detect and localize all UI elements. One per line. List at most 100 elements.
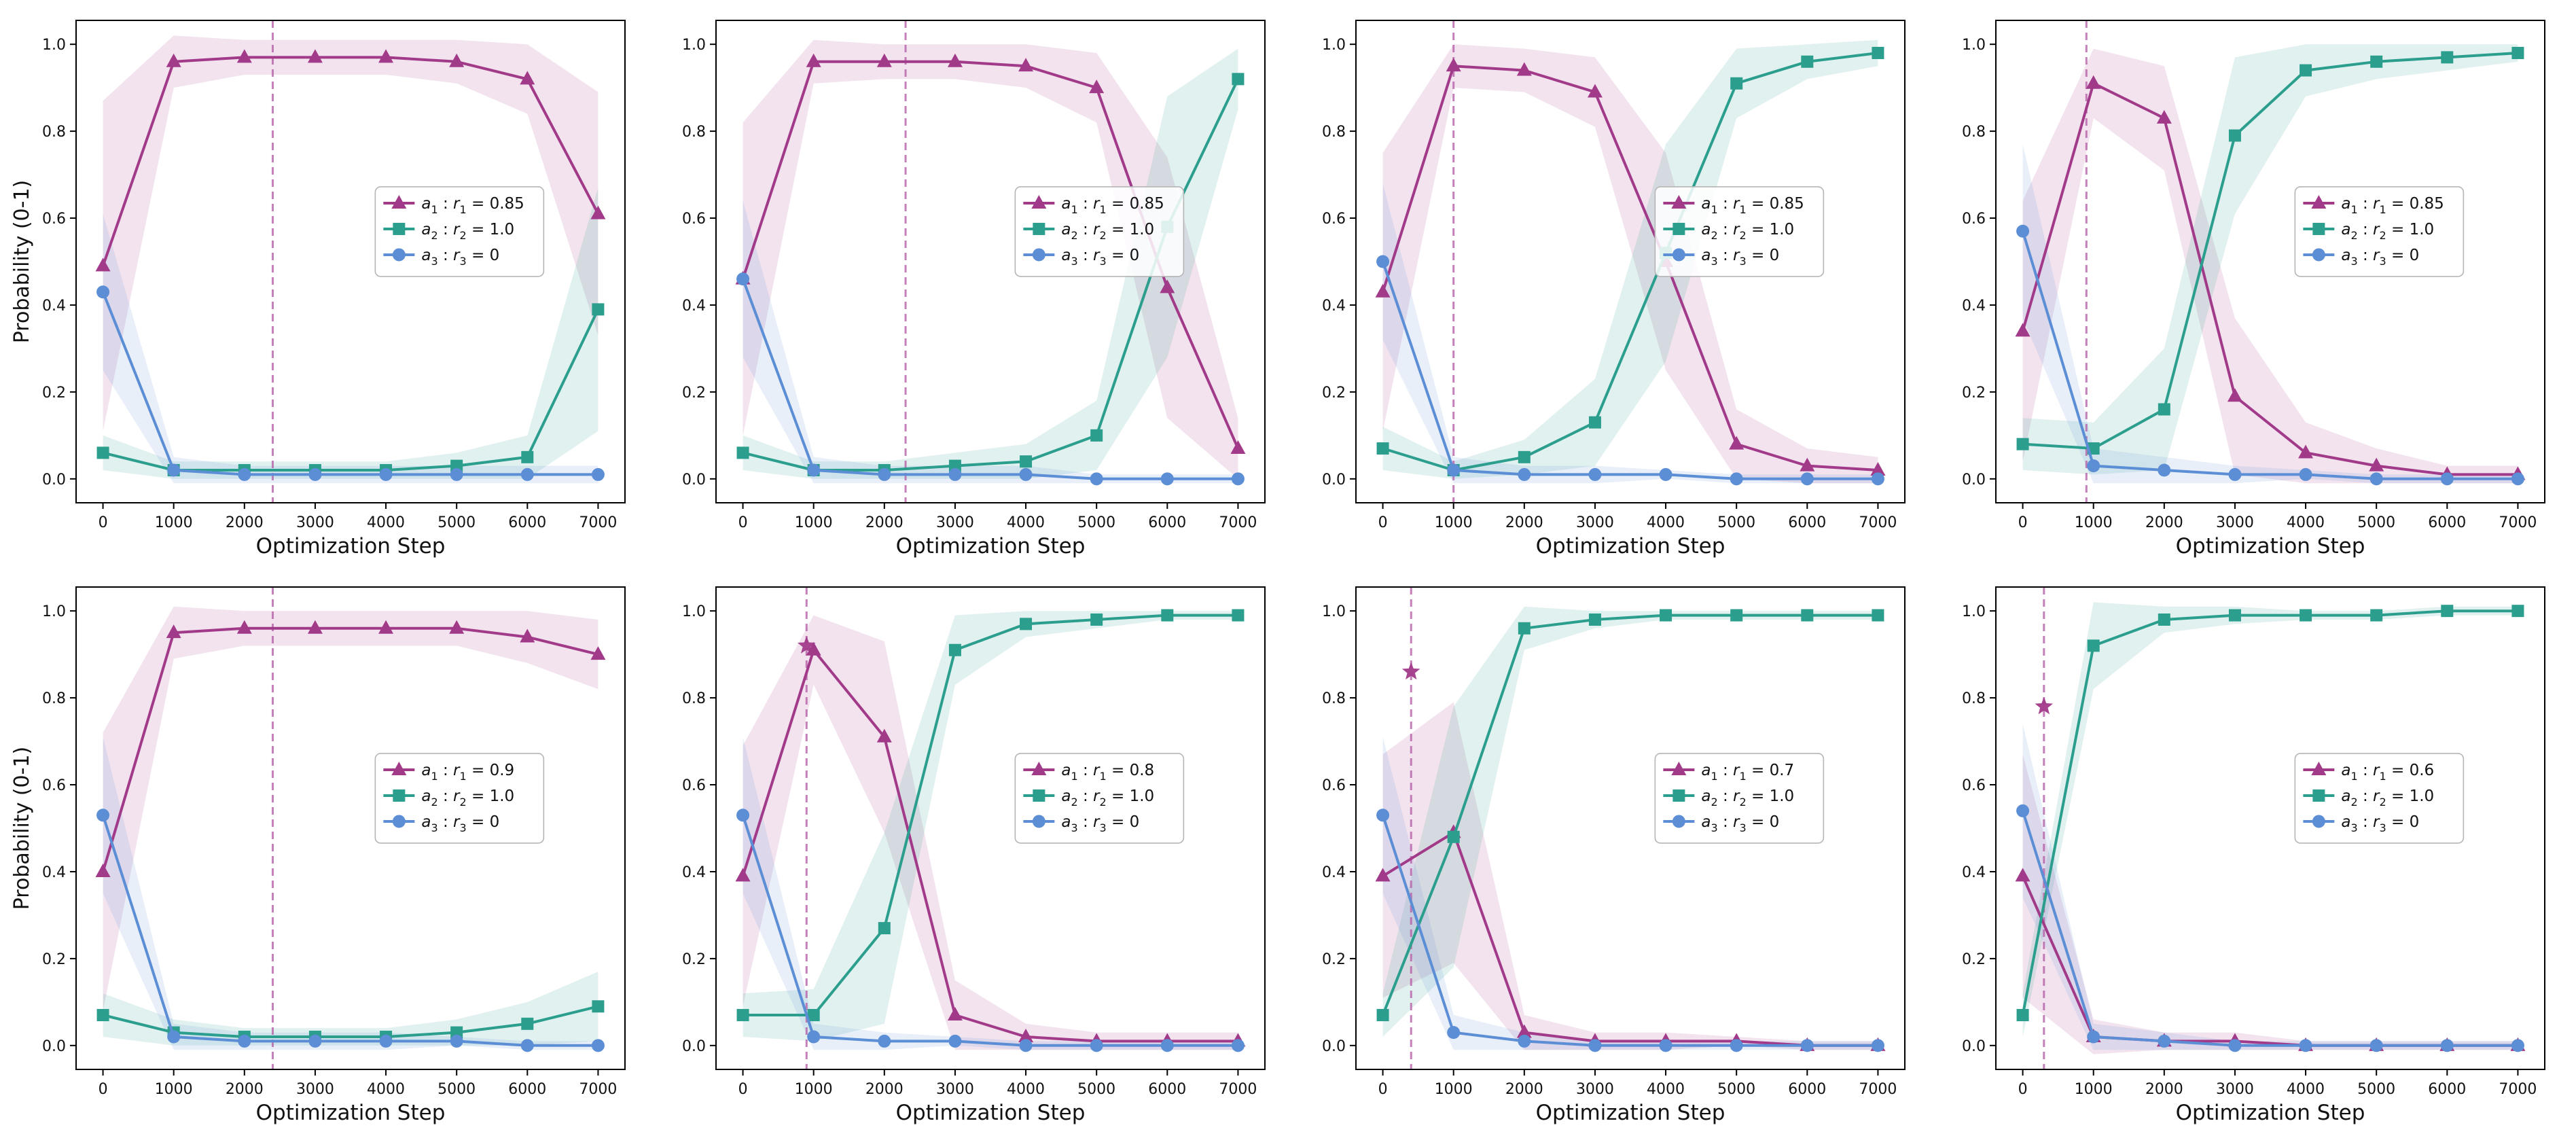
legend-label: a1 : r1 = 0.85 [1701,195,1804,216]
x-axis-label: Optimization Step [256,1101,446,1125]
x-tick-label: 5000 [437,514,476,531]
legend-box [374,186,545,277]
series-a3 [96,285,605,481]
square-marker [2087,639,2100,652]
square-marker [1447,830,1460,843]
circle-marker [308,467,322,481]
series-line-a3 [101,815,598,1047]
circle-marker [1871,1039,1884,1052]
band-a2 [103,972,598,1046]
series-a2 [736,609,1245,1022]
square-marker [736,446,749,459]
legend-label: a1 : r1 = 0.6 [2341,762,2434,783]
legend: a1 : r1 = 0.85 a2 : r2 = 1.0 a3 : r3 = 0 [2294,186,2465,277]
circle-marker [1588,467,1602,481]
circle-marker [1672,815,1685,828]
legend-label: a3 : r3 = 0 [2341,813,2419,834]
y-tick-label: 0.4 [1962,298,1986,315]
y-tick-label: 0.6 [1322,211,1346,228]
square-marker [521,1017,534,1030]
y-tick-label: 0.6 [1322,777,1346,794]
legend-label: a3 : r3 = 0 [421,813,499,834]
circle-marker [736,272,750,286]
square-marker [2312,222,2325,235]
series-a3 [2016,804,2524,1052]
y-tick-label: 0.2 [1962,951,1986,968]
confidence-bands [103,35,598,484]
square-marker [1232,73,1245,86]
x-tick-label: 3000 [2216,514,2254,531]
triangle-marker [806,641,821,656]
legend-label: a1 : r1 = 0.9 [421,762,514,783]
square-marker [1801,55,1814,68]
y-tick-label: 0.0 [1322,472,1346,489]
y-tick-label: 0.4 [1962,864,1986,881]
x-tick-label: 4000 [1647,514,1685,531]
circle-marker [1231,1039,1245,1052]
square-marker [1376,442,1389,455]
band-a1 [2022,754,2518,1054]
x-tick-label: 5000 [1717,1081,1755,1098]
triangle-marker [1031,761,1047,775]
circle-marker [1672,248,1685,262]
y-tick-label: 0.2 [1962,385,1986,402]
series-a3 [1376,255,1884,486]
x-tick-label: 7000 [579,514,617,531]
x-tick-label: 6000 [1788,514,1826,531]
circle-marker [167,1030,181,1044]
square-marker [948,643,961,656]
subplot-7: 0 1000 2000 3000 4000 5000 6000 7000 Optimizatio… [1288,576,1920,1126]
triangle-marker [166,53,181,67]
legend-entry-a1: a1 : r1 = 0.85 [1023,194,1164,216]
x-tick-label: 5000 [2357,514,2395,531]
circle-marker [1730,472,1743,486]
legend-box [1654,186,1825,277]
square-marker [2511,46,2524,59]
series-a3 [96,809,605,1052]
triangle-marker [520,71,535,85]
series-a3 [1376,809,1884,1052]
circle-marker [96,809,110,822]
legend-entry-a1: a1 : r1 = 0.85 [1663,194,1804,216]
square-marker [393,789,406,802]
y-axis: 0.0 0.2 0.4 0.6 0.8 1.0 Probability (0-1) [10,37,76,489]
y-tick-label: 0.2 [682,951,706,968]
circle-marker [2299,1039,2312,1052]
y-axis: 0.0 0.2 0.4 0.6 0.8 1.0 [682,37,716,489]
y-tick-label: 0.4 [1322,298,1346,315]
series-line-a1 [1381,65,1878,472]
y-tick-label: 1.0 [1322,603,1346,620]
subplot-2: 0 1000 2000 3000 4000 5000 6000 7000 Optimizatio… [648,10,1280,560]
legend-entry-a2: a2 : r2 = 1.0 [1023,787,1154,809]
legend-entry-a2: a2 : r2 = 1.0 [1663,221,1794,242]
x-tick-label: 0 [738,1081,748,1098]
confidence-bands [103,606,598,1050]
triangle-marker [947,53,963,67]
y-tick-label: 0.0 [682,472,706,489]
series-a3 [736,272,1245,486]
x-tick-label: 7000 [1859,514,1897,531]
square-marker [2441,51,2454,64]
x-axis: 0 1000 2000 3000 4000 5000 6000 7000 Optimizatio… [99,503,617,558]
triangle-marker [95,258,111,272]
y-tick-label: 1.0 [42,603,66,620]
triangle-marker [1160,279,1175,294]
circle-marker [1659,1039,1672,1052]
legend-entry-a1: a1 : r1 = 0.85 [2303,194,2444,216]
subplot-canvas-6: 0 1000 2000 3000 4000 5000 6000 7000 Optimizatio… [682,586,1266,1125]
triangle-marker [1018,1029,1034,1043]
series-line-a3 [1381,261,1878,480]
triangle-marker [2311,761,2327,775]
circle-marker [379,467,393,481]
y-tick-label: 0.8 [1962,124,1986,141]
circle-marker [807,1030,821,1044]
circle-marker [96,285,110,299]
square-marker [96,446,109,459]
circle-marker [520,1039,534,1052]
legend-entry-a3: a3 : r3 = 0 [1663,813,1779,834]
x-tick-label: 0 [2018,514,2028,531]
y-tick-label: 0.4 [1322,864,1346,881]
circle-marker [878,1034,891,1048]
square-marker [1232,609,1245,622]
x-tick-label: 3000 [1576,1081,1614,1098]
